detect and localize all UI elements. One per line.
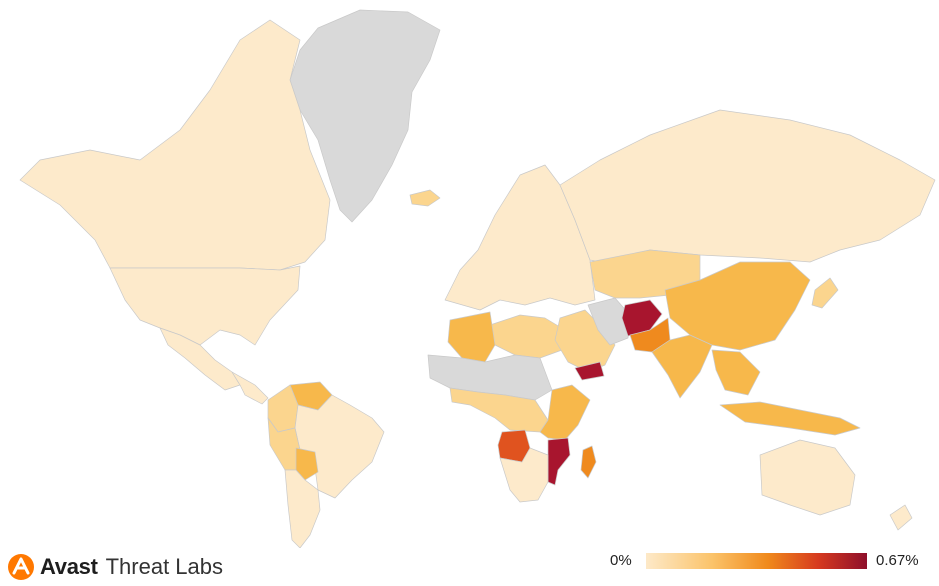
region-russia — [559, 109, 936, 263]
region-sahel — [427, 354, 553, 401]
region-east-africa — [539, 384, 591, 441]
region-algeria — [447, 311, 496, 363]
avast-orb-icon — [8, 554, 34, 580]
legend-min-label: 0% — [610, 552, 632, 569]
region-madagascar — [580, 445, 597, 479]
region-yemen — [574, 361, 605, 381]
region-iceland — [409, 189, 441, 207]
legend-max-label: 0.67% — [876, 552, 919, 569]
region-central-america — [231, 371, 269, 405]
region-southeast-asia — [711, 349, 761, 396]
region-india — [651, 334, 713, 399]
region-usa — [109, 265, 301, 346]
region-indonesia — [719, 401, 861, 436]
region-bolivia — [295, 447, 319, 481]
region-china — [664, 261, 811, 351]
region-southern-africa — [499, 447, 549, 503]
world-map — [19, 9, 936, 548]
region-argentina-chile — [284, 469, 321, 548]
region-mozambique — [547, 437, 571, 486]
legend-color-bar — [646, 553, 867, 569]
region-australia — [759, 439, 856, 516]
region-canada — [19, 19, 331, 271]
region-new-zealand — [889, 504, 913, 531]
region-north-africa — [489, 314, 566, 359]
region-japan — [811, 277, 839, 309]
avast-logo: Avast Threat Labs — [6, 551, 223, 583]
brand-product: Threat Labs — [105, 554, 224, 579]
brand-name: Avast — [40, 554, 98, 579]
